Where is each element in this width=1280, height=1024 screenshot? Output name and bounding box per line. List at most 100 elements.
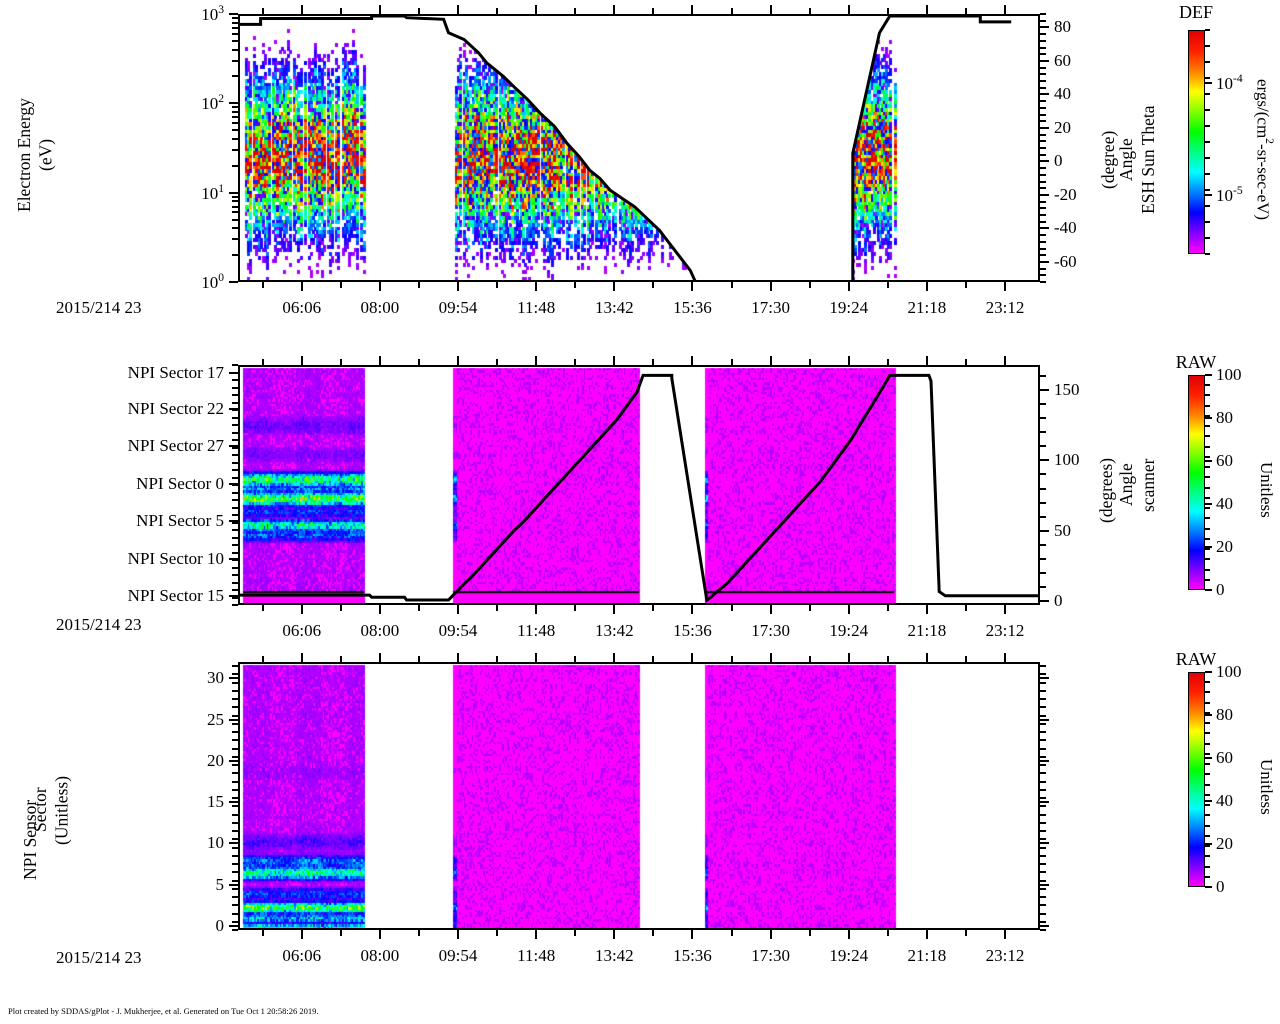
- axis-tick: [232, 596, 238, 599]
- colorbar-minor-tick: [1205, 732, 1210, 735]
- colorbar-minor-tick: [1205, 701, 1210, 704]
- panel0-right-axis-label: ESH Sun Theta Angle (degree): [1098, 80, 1158, 240]
- axis-tick: [378, 356, 381, 365]
- axis-tick: [232, 830, 238, 833]
- panel1-y-tick-label: NPI Sector 10: [127, 548, 224, 568]
- axis-tick: [1040, 93, 1046, 96]
- axis-tick: [1040, 515, 1046, 518]
- axis-tick: [1040, 920, 1046, 923]
- panel1-colorbar-tick-label: 40: [1216, 494, 1233, 513]
- axis-tick: [232, 566, 238, 569]
- axis-tick: [1040, 403, 1046, 406]
- panel2-x-tick-label: 23:12: [985, 946, 1025, 965]
- axis-tick: [339, 930, 342, 936]
- axis-tick: [232, 424, 238, 426]
- panel0-x-tick-label: 09:54: [438, 298, 478, 317]
- panel2-y-tick-label: 15: [207, 792, 224, 812]
- panel2-y-tick-label: 25: [207, 709, 224, 729]
- panel1-colorbar-tick-label: 80: [1216, 408, 1233, 427]
- panel1-time-start-label: 2015/214 23: [56, 615, 142, 634]
- axis-tick: [1040, 842, 1049, 845]
- axis-tick: [261, 605, 264, 611]
- colorbar-minor-tick: [1205, 455, 1210, 458]
- panel1-x-tick-label: 23:12: [985, 621, 1025, 640]
- colorbar-minor-tick: [1205, 394, 1210, 397]
- axis-tick: [1040, 487, 1046, 490]
- axis-tick: [229, 445, 238, 447]
- axis-tick: [925, 930, 928, 939]
- panel2-y-axis-label: Sector (Unitless): [30, 775, 72, 845]
- axis-tick: [652, 930, 655, 936]
- axis-tick: [964, 8, 967, 14]
- colorbar-minor-tick: [1205, 253, 1210, 255]
- panel1-colorbar-unit: Unitless: [1257, 462, 1276, 518]
- axis-tick: [1040, 665, 1046, 668]
- axis-tick: [1040, 234, 1046, 237]
- panel0-x-tick-label: 21:18: [907, 298, 947, 317]
- axis-tick: [1040, 821, 1046, 824]
- axis-tick: [691, 605, 694, 614]
- axis-tick: [574, 282, 577, 288]
- axis-tick: [232, 122, 238, 125]
- axis-tick: [769, 282, 772, 291]
- footer-credit: Plot created by SDDAS/gPlot - J. Mukherj…: [8, 1006, 319, 1016]
- axis-tick: [232, 379, 238, 381]
- colorbar-minor-tick: [1205, 814, 1210, 817]
- axis-tick: [229, 718, 238, 721]
- axis-tick: [1040, 698, 1046, 701]
- axis-tick: [457, 5, 460, 14]
- axis-tick: [261, 656, 264, 662]
- panel1-right-tick-label: 100: [1054, 450, 1080, 470]
- axis-tick: [1040, 140, 1046, 143]
- axis-tick: [232, 780, 238, 783]
- axis-tick: [1040, 501, 1046, 504]
- axis-tick: [535, 282, 538, 291]
- panel0-right-tick-label: 20: [1054, 117, 1071, 137]
- axis-tick: [1004, 930, 1007, 939]
- axis-tick: [1040, 801, 1049, 804]
- panel1-spectrogram: [240, 367, 1038, 603]
- axis-tick: [613, 282, 616, 291]
- axis-tick: [1040, 830, 1046, 833]
- panel2-colorbar-title: RAW: [1175, 649, 1217, 669]
- panel0-colorbar-tick-label: 10-4: [1216, 72, 1243, 94]
- colorbar-minor-tick: [1205, 783, 1210, 786]
- axis-tick: [232, 39, 238, 42]
- axis-tick: [574, 359, 577, 365]
- axis-tick: [1040, 247, 1046, 250]
- axis-tick: [1040, 120, 1046, 123]
- axis-tick: [1040, 673, 1046, 676]
- colorbar-minor-tick: [1205, 793, 1210, 796]
- panel1-colorbar-tick-label: 20: [1216, 537, 1233, 556]
- axis-tick: [1040, 187, 1046, 190]
- panel0-y-tick-label: 102: [201, 92, 224, 114]
- axis-tick: [1040, 883, 1049, 886]
- axis-tick: [229, 13, 238, 15]
- axis-tick: [1040, 473, 1046, 476]
- axis-tick: [1040, 100, 1046, 103]
- axis-tick: [1040, 53, 1046, 56]
- axis-tick: [232, 879, 238, 882]
- panel1-x-tick-label: 17:30: [751, 621, 790, 640]
- axis-tick: [457, 282, 460, 291]
- axis-tick: [691, 930, 694, 939]
- panel0-right-axis-label-line3: (degree): [1098, 130, 1118, 190]
- colorbar-minor-tick: [1205, 384, 1210, 387]
- colorbar-minor-tick: [1205, 548, 1210, 551]
- axis-tick: [232, 788, 238, 791]
- colorbar-minor-tick: [1205, 671, 1210, 673]
- colorbar-minor-tick: [1205, 834, 1210, 837]
- axis-tick: [730, 605, 733, 611]
- axis-tick: [1040, 86, 1046, 89]
- panel0-x-tick-label: 19:24: [829, 298, 869, 317]
- colorbar-minor-tick: [1205, 476, 1210, 479]
- axis-tick: [1040, 160, 1046, 163]
- axis-tick: [232, 797, 238, 800]
- colorbar-minor-tick: [1205, 691, 1210, 694]
- axis-tick: [730, 282, 733, 288]
- axis-tick: [769, 5, 772, 14]
- panel-npi-sensor: NPI Sensor NPI Sector 15 NPI Sector 10 NPI…: [0, 340, 1280, 880]
- axis-tick: [417, 930, 420, 936]
- axis-tick: [300, 282, 303, 291]
- panel0-plot-frame: [238, 14, 1040, 282]
